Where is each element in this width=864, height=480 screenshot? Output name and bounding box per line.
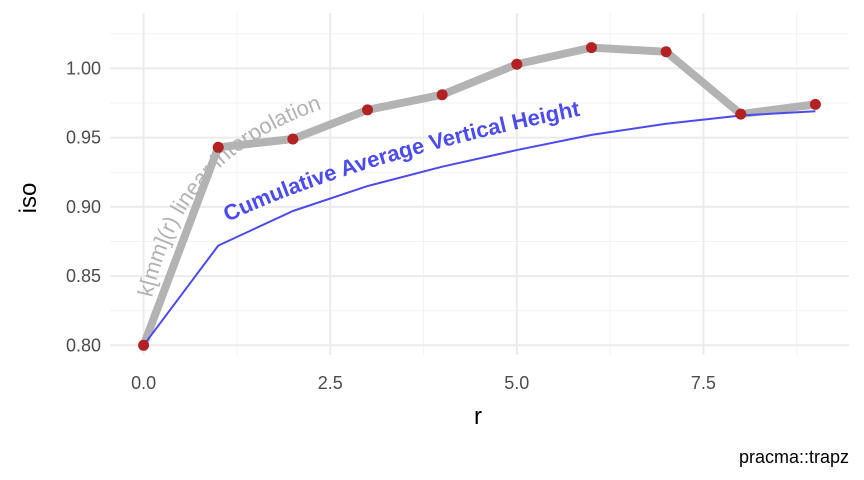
- x-tick-labels: 0.0 2.5 5.0 7.5: [131, 373, 716, 393]
- grid-minor: [110, 13, 849, 355]
- data-point: [585, 42, 597, 54]
- y-tick-labels: 0.80 0.85 0.90 0.95 1.00: [66, 58, 101, 355]
- x-tick-label: 2.5: [318, 373, 343, 393]
- series-line-interpolation: [139, 43, 816, 347]
- data-point: [138, 339, 150, 351]
- data-point: [809, 98, 821, 110]
- grid-major: [110, 13, 849, 355]
- x-tick-label: 0.0: [131, 373, 156, 393]
- data-point: [287, 133, 299, 145]
- points-layer: [138, 42, 821, 351]
- y-tick-label: 0.85: [66, 266, 101, 286]
- x-tick-label: 7.5: [691, 373, 716, 393]
- data-point: [212, 141, 224, 153]
- y-tick-label: 0.80: [66, 335, 101, 355]
- y-axis-title: iso: [15, 183, 42, 214]
- y-tick-label: 0.90: [66, 197, 101, 217]
- x-tick-label: 5.0: [504, 373, 529, 393]
- y-tick-label: 1.00: [66, 58, 101, 78]
- x-axis-title: r: [474, 403, 482, 430]
- data-point: [511, 58, 523, 70]
- data-point: [660, 46, 672, 58]
- series-line-cumulative-average: [142, 110, 816, 346]
- series-layer: [139, 43, 816, 347]
- y-tick-label: 0.95: [66, 128, 101, 148]
- caption: pracma::trapz: [739, 447, 849, 467]
- data-point: [436, 89, 448, 101]
- data-point: [735, 108, 747, 120]
- data-point: [362, 104, 374, 116]
